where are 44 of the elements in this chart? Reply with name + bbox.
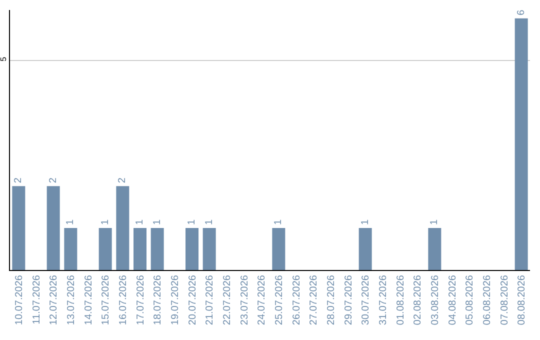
x-tick-label: 04.08.2026 — [447, 274, 458, 326]
data-label: 1 — [273, 219, 284, 226]
x-tick-label: 10.07.2026 — [14, 274, 25, 326]
x-tick-label: 14.07.2026 — [83, 274, 94, 326]
data-label: 2 — [48, 177, 59, 184]
x-tick-label: 17.07.2026 — [135, 274, 146, 326]
x-tick-label: 29.07.2026 — [343, 274, 354, 326]
x-tick-label: 20.07.2026 — [187, 274, 198, 326]
x-tick-label: 15.07.2026 — [100, 274, 112, 326]
x-tick-label: 30.07.2026 — [360, 274, 372, 326]
x-tick-label: 27.07.2026 — [308, 274, 320, 326]
x-tick-label: 03.08.2026 — [430, 274, 441, 326]
x-tick-label: 06.08.2026 — [482, 274, 493, 326]
data-label: 6 — [516, 9, 527, 16]
x-tick-label: 07.08.2026 — [499, 274, 510, 326]
y-tick-label: 5 — [0, 56, 8, 62]
x-tick-label: 12.07.2026 — [48, 274, 60, 326]
data-label: 1 — [134, 219, 146, 226]
x-tick-label: 25.07.2026 — [274, 274, 285, 326]
x-tick-label: 23.07.2026 — [239, 274, 250, 326]
x-tick-label: 01.08.2026 — [395, 274, 406, 326]
data-label: 1 — [152, 219, 163, 226]
x-tick-label: 26.07.2026 — [291, 274, 302, 326]
x-tick-label: 02.08.2026 — [412, 274, 424, 326]
data-label: 1 — [100, 219, 111, 226]
x-tick-label: 24.07.2026 — [256, 274, 268, 326]
data-label: 1 — [186, 219, 198, 226]
x-tick-label: 11.07.2026 — [31, 274, 42, 324]
x-tick-label: 31.07.2026 — [378, 274, 389, 326]
x-tick-label: 08.08.2026 — [516, 274, 528, 326]
data-label: 2 — [117, 177, 128, 184]
data-label: 1 — [429, 219, 440, 226]
data-label: 2 — [13, 177, 24, 184]
x-tick-label: 18.07.2026 — [152, 274, 164, 326]
x-tick-label: 28.07.2026 — [326, 274, 337, 326]
x-tick-label: 22.07.2026 — [222, 274, 233, 326]
x-tick-label: 05.08.2026 — [464, 274, 476, 326]
data-label: 1 — [204, 219, 215, 226]
x-tick-label: 21.07.2026 — [204, 274, 216, 326]
x-tick-label: 16.07.2026 — [118, 274, 129, 326]
x-tick-label: 19.07.2026 — [170, 274, 181, 326]
x-tick-label: 13.07.2026 — [66, 274, 77, 326]
data-label: 1 — [65, 219, 76, 226]
data-label: 1 — [360, 219, 371, 226]
